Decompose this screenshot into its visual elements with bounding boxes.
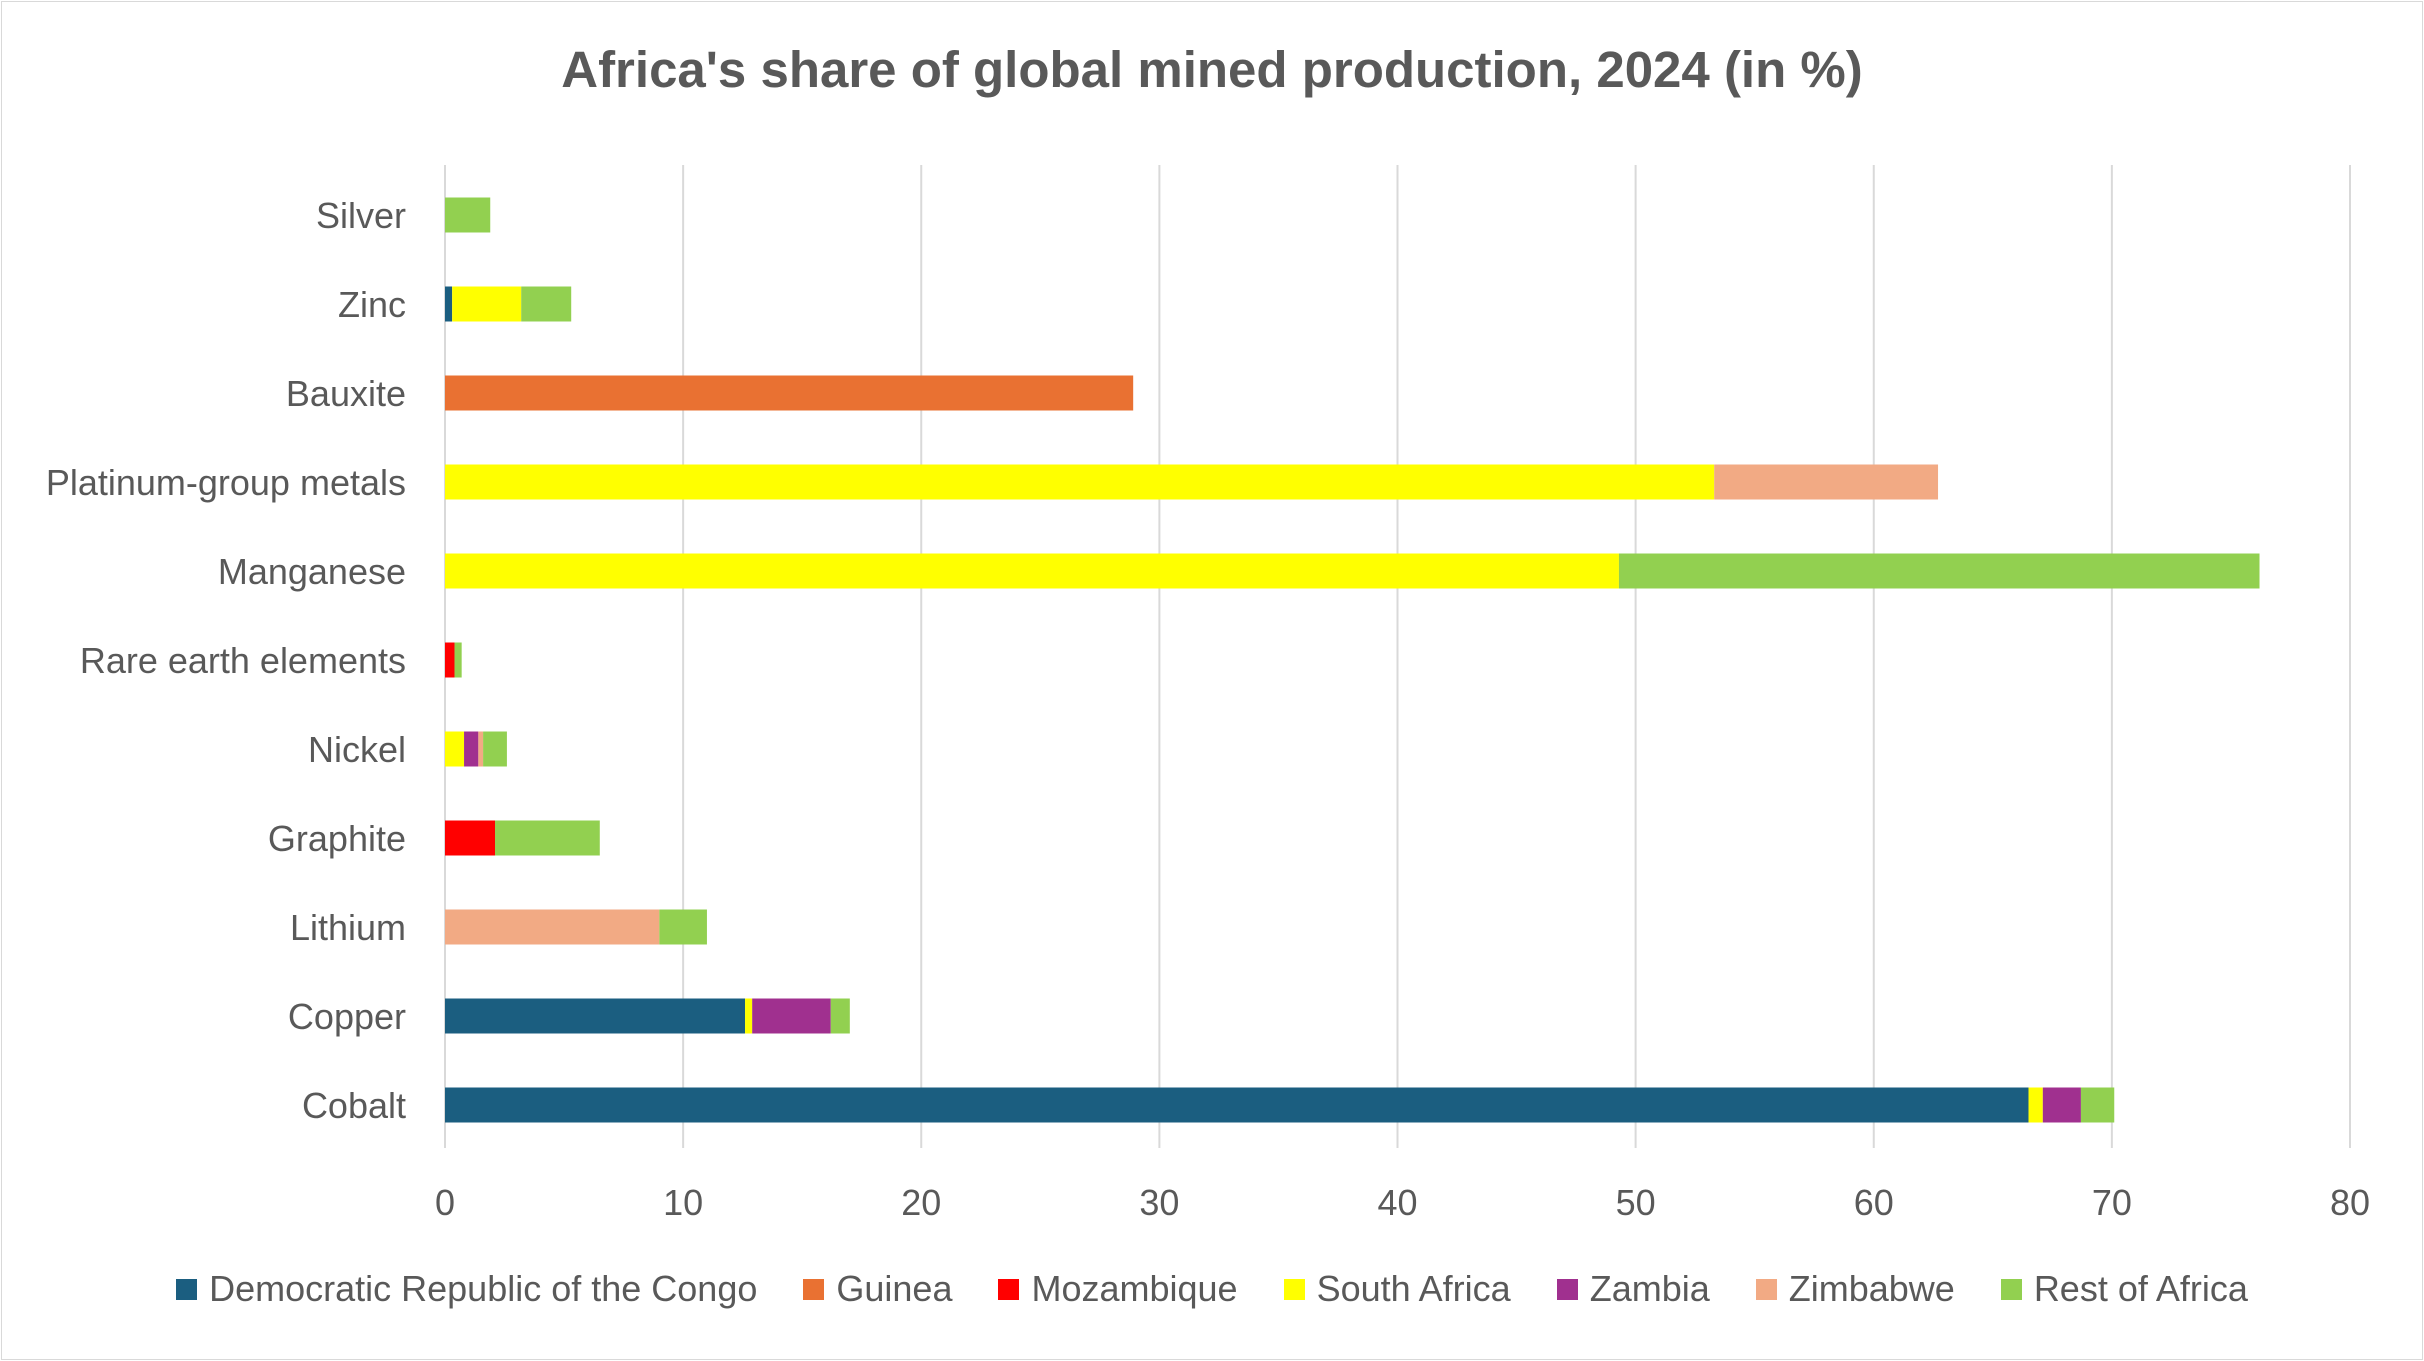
legend-item: Rest of Africa bbox=[2000, 1268, 2248, 1310]
category-label: Graphite bbox=[268, 818, 406, 859]
bar-segment bbox=[445, 998, 746, 1034]
x-tick-label: 60 bbox=[1854, 1182, 1894, 1223]
bar-segment bbox=[445, 197, 491, 233]
bar-segment bbox=[483, 731, 507, 767]
bar-segment bbox=[659, 909, 707, 945]
chart-title: Africa's share of global mined productio… bbox=[561, 41, 1863, 98]
bar-segment bbox=[1618, 553, 2260, 589]
bar-segment bbox=[445, 286, 453, 322]
bar-segment bbox=[521, 286, 572, 322]
legend-item: Zambia bbox=[1556, 1268, 1710, 1310]
bar-segment bbox=[495, 820, 600, 856]
legend-swatch bbox=[803, 1278, 825, 1300]
category-label: Silver bbox=[316, 195, 406, 236]
x-tick-label: 0 bbox=[435, 1182, 455, 1223]
x-tick-label: 80 bbox=[2330, 1182, 2370, 1223]
category-label: Manganese bbox=[218, 551, 406, 592]
legend-label: Mozambique bbox=[1031, 1268, 1238, 1309]
category-label: Zinc bbox=[338, 284, 406, 325]
legend-label: Guinea bbox=[836, 1268, 953, 1309]
bar-segment bbox=[445, 820, 496, 856]
x-tick-label: 20 bbox=[901, 1182, 941, 1223]
legend-swatch bbox=[1755, 1278, 1777, 1300]
bar-segment bbox=[445, 909, 660, 945]
category-label: Bauxite bbox=[286, 373, 406, 414]
category-label: Rare earth elements bbox=[80, 640, 406, 681]
bar-segment bbox=[452, 286, 522, 322]
bar-segment bbox=[752, 998, 831, 1034]
bar-segment bbox=[1714, 464, 1939, 500]
bar-segment bbox=[454, 642, 462, 678]
category-label: Lithium bbox=[290, 907, 406, 948]
legend-label: Rest of Africa bbox=[2033, 1268, 2248, 1309]
bar-segment bbox=[445, 553, 1619, 589]
legend-swatch bbox=[1556, 1278, 1578, 1300]
bar-segment bbox=[445, 731, 465, 767]
bar-segment bbox=[2080, 1087, 2115, 1123]
bar-segment bbox=[445, 642, 455, 678]
legend-item: South Africa bbox=[1283, 1268, 1511, 1310]
bar-segment bbox=[445, 464, 1715, 500]
chart-legend: Democratic Republic of the Congo Guinea Mo… bbox=[0, 1268, 2424, 1310]
bar-segment bbox=[478, 731, 484, 767]
legend-swatch bbox=[998, 1278, 1020, 1300]
x-tick-label: 40 bbox=[1377, 1182, 1417, 1223]
category-label: Copper bbox=[288, 996, 406, 1037]
x-tick-label: 50 bbox=[1616, 1182, 1656, 1223]
bar-segment bbox=[2028, 1087, 2043, 1123]
legend-item: Mozambique bbox=[998, 1268, 1238, 1310]
legend-swatch bbox=[1283, 1278, 1305, 1300]
bar-segment bbox=[445, 1087, 2029, 1123]
bar-segment bbox=[745, 998, 753, 1034]
x-tick-label: 30 bbox=[1139, 1182, 1179, 1223]
legend-item: Democratic Republic of the Congo bbox=[176, 1268, 757, 1310]
category-label: Platinum-group metals bbox=[46, 462, 406, 503]
legend-item: Zimbabwe bbox=[1755, 1268, 1955, 1310]
bar-segment bbox=[464, 731, 479, 767]
legend-label: South Africa bbox=[1316, 1268, 1511, 1309]
x-tick-label: 70 bbox=[2092, 1182, 2132, 1223]
category-label: Nickel bbox=[308, 729, 406, 770]
category-label: Cobalt bbox=[302, 1085, 406, 1126]
legend-label: Zimbabwe bbox=[1788, 1268, 1955, 1309]
bar-segment bbox=[830, 998, 850, 1034]
legend-label: Zambia bbox=[1589, 1268, 1710, 1309]
bar-segment bbox=[2042, 1087, 2081, 1123]
legend-swatch bbox=[176, 1278, 198, 1300]
x-tick-label: 10 bbox=[663, 1182, 703, 1223]
bar-segment bbox=[445, 375, 1134, 411]
legend-swatch bbox=[2000, 1278, 2022, 1300]
legend-item: Guinea bbox=[803, 1268, 952, 1310]
legend-label: Democratic Republic of the Congo bbox=[209, 1268, 758, 1309]
